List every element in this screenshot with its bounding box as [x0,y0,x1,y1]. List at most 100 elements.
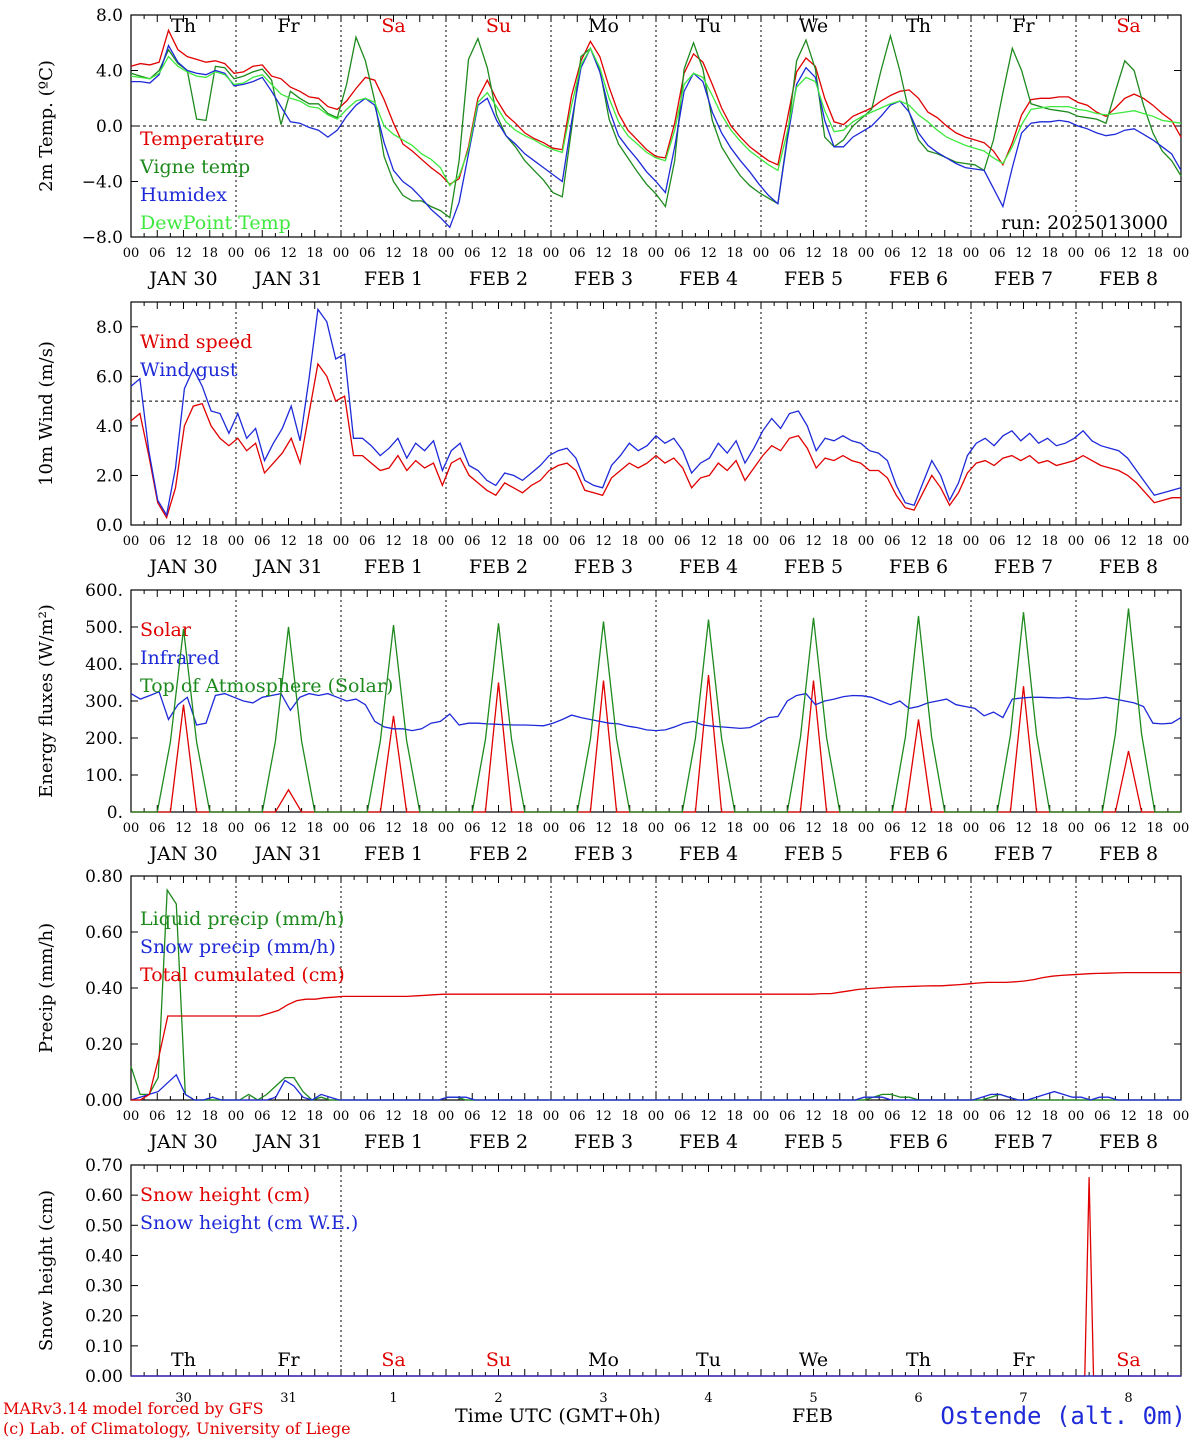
weekday-label: Su [486,1349,511,1371]
hour-tick-label: 18 [1146,821,1163,836]
y-tick-label: 0. [107,803,123,823]
hour-tick-label: 06 [254,534,271,549]
weekday-label: We [799,1349,828,1371]
date-label: FEB 1 [364,556,423,578]
hour-tick-label: 00 [648,821,665,836]
hour-tick-label: 06 [464,246,481,261]
y-tick-label: 0.40 [85,979,123,999]
y-tick-label: 0.10 [85,1337,123,1357]
hour-tick-label: 18 [831,534,848,549]
hour-tick-label: 00 [648,1109,665,1124]
hour-tick-label: 00 [648,246,665,261]
day-number-label: 6 [914,1391,922,1406]
hour-tick-label: 06 [674,534,691,549]
y-tick-label: 300. [85,692,123,712]
hour-tick-label: 00 [228,534,245,549]
hour-tick-label: 06 [1094,246,1111,261]
hour-tick-label: 00 [858,821,875,836]
hour-tick-label: 00 [1068,1109,1085,1124]
date-label: JAN 30 [147,843,217,865]
y-tick-label: −4.0 [82,173,123,193]
date-label: FEB 3 [574,268,633,290]
day-number-label: 4 [704,1391,712,1406]
hour-tick-label: 18 [201,1109,218,1124]
date-label: FEB 4 [679,556,738,578]
date-label: FEB 7 [994,843,1053,865]
weekday-label: Mo [588,1349,619,1371]
series-line-humidex [131,43,1182,229]
hour-tick-label: 06 [674,246,691,261]
date-label: FEB 3 [574,556,633,578]
hour-tick-label: 12 [910,821,927,836]
date-label: FEB 8 [1099,1131,1158,1153]
y-tick-label: 400. [85,655,123,675]
date-label: FEB 6 [889,556,948,578]
hour-tick-label: 06 [149,246,166,261]
date-label: FEB 6 [889,1131,948,1153]
weekday-label: Sa [1116,15,1140,37]
legend-entry: Top of Atmosphere (Solar) [140,675,393,697]
hour-tick-label: 06 [464,534,481,549]
date-label: FEB 2 [469,1131,528,1153]
hour-tick-label: 12 [1015,1109,1032,1124]
hour-tick-label: 00 [228,246,245,261]
hour-tick-label: 12 [1015,534,1032,549]
hour-tick-label: 12 [175,1109,192,1124]
hour-tick-label: 06 [989,821,1006,836]
hour-tick-label: 00 [1173,246,1190,261]
date-label: JAN 30 [147,556,217,578]
hour-tick-label: 12 [700,534,717,549]
y-tick-label: 500. [85,618,123,638]
legend-entry: Snow height (cm W.E.) [140,1212,358,1234]
weekday-label: Sa [1116,1349,1140,1371]
y-tick-label: 600. [85,581,123,601]
hour-tick-label: 06 [674,1109,691,1124]
hour-tick-label: 00 [228,1109,245,1124]
date-label: FEB 2 [469,843,528,865]
day-number-label: 8 [1124,1391,1132,1406]
legend-entry: Liquid precip (mm/h) [140,908,344,930]
y-tick-label: 2.0 [96,466,123,486]
weekday-label: Fr [277,15,300,37]
hour-tick-label: 12 [1120,1109,1137,1124]
hour-tick-label: 12 [175,246,192,261]
hour-tick-label: 06 [359,246,376,261]
hour-tick-label: 00 [228,821,245,836]
hour-tick-label: 12 [700,1109,717,1124]
y-axis-label: Snow height (cm) [36,1190,57,1351]
hour-tick-label: 18 [411,534,428,549]
hour-tick-label: 12 [805,246,822,261]
hour-tick-label: 12 [175,534,192,549]
hour-tick-label: 12 [280,534,297,549]
date-label: FEB 8 [1099,556,1158,578]
hour-tick-label: 06 [569,1109,586,1124]
series-line-dewpoint-temp [130,46,1182,187]
series-line-infrared [130,690,1182,732]
hour-tick-label: 00 [753,246,770,261]
hour-tick-label: 00 [543,821,560,836]
hour-tick-label: 00 [858,246,875,261]
hour-tick-label: 00 [543,246,560,261]
hour-tick-label: 06 [359,821,376,836]
date-label: FEB 1 [364,268,423,290]
hour-tick-label: 18 [726,1109,743,1124]
hour-tick-label: 00 [1068,246,1085,261]
hour-tick-label: 00 [333,1109,350,1124]
series-line-snow-height-cm- [131,1177,1181,1377]
hour-tick-label: 12 [700,246,717,261]
hour-tick-label: 12 [1120,246,1137,261]
y-axis-label: 2m Temp. (ºC) [36,60,57,192]
y-tick-label: 0.20 [85,1035,123,1055]
day-number-label: 31 [280,1391,297,1406]
hour-tick-label: 12 [280,246,297,261]
hour-tick-label: 18 [936,534,953,549]
hour-tick-label: 18 [621,534,638,549]
date-label: FEB 5 [784,556,843,578]
date-label: FEB 8 [1099,268,1158,290]
date-label: FEB 5 [784,843,843,865]
legend-entry: Temperature [140,128,264,150]
legend-entry: Snow precip (mm/h) [140,936,336,958]
hour-tick-label: 18 [936,246,953,261]
hour-tick-label: 06 [1094,821,1111,836]
hour-tick-label: 18 [621,1109,638,1124]
